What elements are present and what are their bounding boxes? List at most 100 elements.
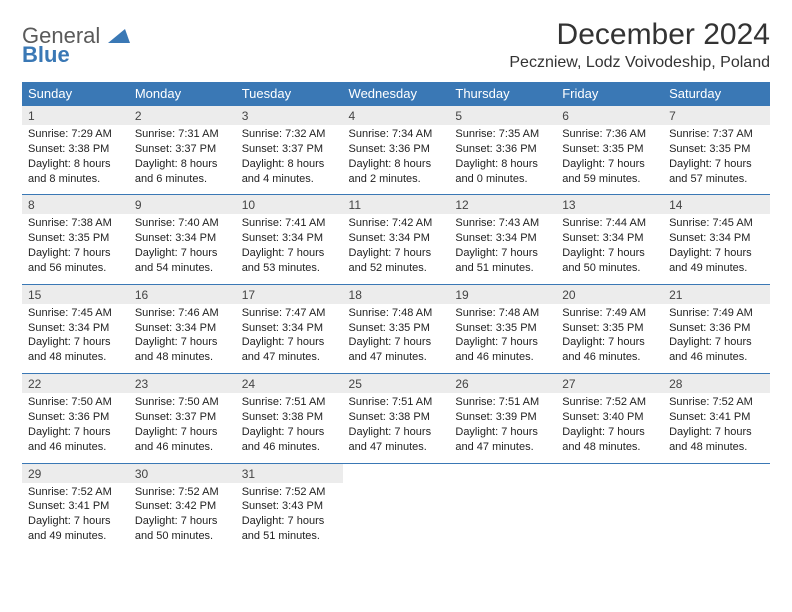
day-detail-row: Sunrise: 7:29 AMSunset: 3:38 PMDaylight:… — [22, 125, 770, 195]
day-detail-row: Sunrise: 7:45 AM Sunset: 3:34 PM Daylight:… — [22, 304, 770, 374]
day-ss: Sunset: 3:35 PM — [28, 231, 123, 246]
day-d1: Daylight: 7 hours — [669, 157, 764, 172]
day-ss: Sunset: 3:34 PM — [135, 231, 230, 246]
day-sr: Sunrise: 7:51 AM — [242, 395, 337, 410]
day-detail: Sunrise: 7:49 AMSunset: 3:36 PMDaylight:… — [663, 304, 770, 374]
day-d1: Daylight: 8 hours — [455, 157, 550, 172]
day-d2: and 59 minutes. — [562, 172, 657, 187]
day-d1: Daylight: 7 hours — [562, 335, 657, 350]
day-d1: Daylight: 7 hours — [562, 425, 657, 440]
day-number: 5 — [449, 106, 556, 126]
day-sr: Sunrise: 7:34 AM — [349, 127, 444, 142]
day-number: 25 — [343, 374, 450, 394]
day-detail: Sunrise: 7:35 AMSunset: 3:36 PMDaylight:… — [449, 125, 556, 195]
day-sr: Sunrise: 7:52 AM — [242, 485, 337, 500]
weekday-header: Thursday — [449, 82, 556, 106]
day-d2: and 50 minutes. — [135, 529, 230, 544]
title-block: December 2024 Peczniew, Lodz Voivodeship… — [509, 18, 770, 72]
day-sr: Sunrise: 7:52 AM — [28, 485, 123, 500]
day-detail: Sunrise: 7:51 AMSunset: 3:38 PMDaylight:… — [343, 393, 450, 463]
day-d2: and 46 minutes. — [669, 350, 764, 365]
day-detail: Sunrise: 7:43 AMSunset: 3:34 PMDaylight:… — [449, 214, 556, 284]
logo-triangle-icon — [108, 24, 130, 47]
day-ss: Sunset: 3:37 PM — [135, 142, 230, 157]
day-number: 18 — [343, 284, 450, 304]
day-ss: Sunset: 3:41 PM — [669, 410, 764, 425]
day-ss: Sunset: 3:38 PM — [242, 410, 337, 425]
day-sr: Sunrise: 7:49 AM — [562, 306, 657, 321]
day-number-row: 891011121314 — [22, 195, 770, 215]
day-detail: Sunrise: 7:49 AMSunset: 3:35 PMDaylight:… — [556, 304, 663, 374]
day-d2: and 0 minutes. — [455, 172, 550, 187]
day-detail: Sunrise: 7:52 AMSunset: 3:40 PMDaylight:… — [556, 393, 663, 463]
day-d2: and 48 minutes. — [135, 350, 230, 365]
day-d1: Daylight: 7 hours — [455, 335, 550, 350]
day-d1: Daylight: 7 hours — [349, 425, 444, 440]
day-ss: Sunset: 3:37 PM — [135, 410, 230, 425]
day-sr: Sunrise: 7:50 AM — [135, 395, 230, 410]
day-detail: Sunrise: 7:44 AMSunset: 3:34 PMDaylight:… — [556, 214, 663, 284]
day-number-row: 293031 — [22, 463, 770, 483]
day-sr: Sunrise: 7:43 AM — [455, 216, 550, 231]
day-detail: Sunrise: 7:52 AMSunset: 3:43 PMDaylight:… — [236, 483, 343, 552]
day-number-row: 1234567 — [22, 106, 770, 126]
day-detail: Sunrise: 7:40 AMSunset: 3:34 PMDaylight:… — [129, 214, 236, 284]
day-ss: Sunset: 3:36 PM — [455, 142, 550, 157]
day-detail — [663, 483, 770, 552]
day-ss: Sunset: 3:34 PM — [135, 321, 230, 336]
day-number: 24 — [236, 374, 343, 394]
day-d1: Daylight: 8 hours — [28, 157, 123, 172]
day-d2: and 54 minutes. — [135, 261, 230, 276]
day-number: 13 — [556, 195, 663, 215]
day-sr: Sunrise: 7:35 AM — [455, 127, 550, 142]
day-d1: Daylight: 7 hours — [135, 425, 230, 440]
day-detail: Sunrise: 7:37 AMSunset: 3:35 PMDaylight:… — [663, 125, 770, 195]
day-sr: Sunrise: 7:46 AM — [135, 306, 230, 321]
day-d1: Daylight: 7 hours — [669, 246, 764, 261]
day-sr: Sunrise: 7:32 AM — [242, 127, 337, 142]
day-d2: and 8 minutes. — [28, 172, 123, 187]
weekday-header: Monday — [129, 82, 236, 106]
day-detail: Sunrise: 7:45 AMSunset: 3:34 PMDaylight:… — [663, 214, 770, 284]
day-detail: Sunrise: 7:48 AMSunset: 3:35 PMDaylight:… — [343, 304, 450, 374]
day-d2: and 47 minutes. — [349, 440, 444, 455]
day-d1: Daylight: 7 hours — [242, 335, 337, 350]
day-detail: Sunrise: 7:46 AMSunset: 3:34 PMDaylight:… — [129, 304, 236, 374]
weekday-header: Sunday — [22, 82, 129, 106]
day-number: 8 — [22, 195, 129, 215]
location: Peczniew, Lodz Voivodeship, Poland — [509, 54, 770, 72]
day-d2: and 46 minutes. — [455, 350, 550, 365]
day-d1: Daylight: 7 hours — [242, 246, 337, 261]
day-sr: Sunrise: 7:48 AM — [349, 306, 444, 321]
day-number: 3 — [236, 106, 343, 126]
day-number: 7 — [663, 106, 770, 126]
day-sr: Sunrise: 7:52 AM — [135, 485, 230, 500]
day-d1: Daylight: 7 hours — [455, 425, 550, 440]
day-number-row: 15161718192021 — [22, 284, 770, 304]
day-detail: Sunrise: 7:51 AMSunset: 3:39 PMDaylight:… — [449, 393, 556, 463]
day-number: 10 — [236, 195, 343, 215]
day-number: 20 — [556, 284, 663, 304]
day-d2: and 49 minutes. — [669, 261, 764, 276]
day-detail: Sunrise: 7:31 AMSunset: 3:37 PMDaylight:… — [129, 125, 236, 195]
day-number: 26 — [449, 374, 556, 394]
day-ss: Sunset: 3:35 PM — [669, 142, 764, 157]
weekday-header: Wednesday — [343, 82, 450, 106]
day-ss: Sunset: 3:36 PM — [28, 410, 123, 425]
day-number: 17 — [236, 284, 343, 304]
day-detail: Sunrise: 7:52 AMSunset: 3:42 PMDaylight:… — [129, 483, 236, 552]
day-d1: Daylight: 7 hours — [455, 246, 550, 261]
day-d2: and 46 minutes. — [562, 350, 657, 365]
day-d2: and 51 minutes. — [242, 529, 337, 544]
day-sr: Sunrise: 7:45 AM — [28, 306, 123, 321]
day-d1: Daylight: 7 hours — [349, 335, 444, 350]
day-d1: Daylight: 7 hours — [669, 425, 764, 440]
day-detail — [343, 483, 450, 552]
day-d1: Daylight: 7 hours — [349, 246, 444, 261]
day-number — [556, 463, 663, 483]
day-detail: Sunrise: 7:47 AMSunset: 3:34 PMDaylight:… — [236, 304, 343, 374]
day-number: 22 — [22, 374, 129, 394]
day-d2: and 6 minutes. — [135, 172, 230, 187]
day-ss: Sunset: 3:35 PM — [455, 321, 550, 336]
month-title: December 2024 — [509, 18, 770, 52]
